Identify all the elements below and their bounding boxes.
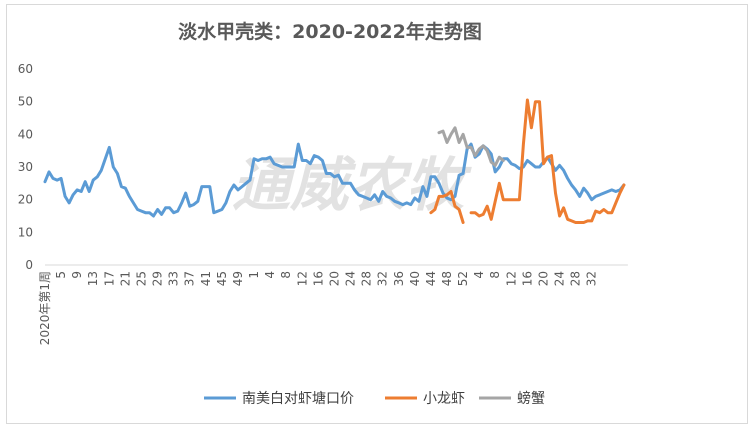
x-tick-label: 17 — [102, 271, 116, 286]
x-tick-label: 16 — [311, 271, 325, 286]
y-tick-label: 0 — [25, 258, 33, 272]
series-line-1 — [43, 142, 626, 218]
y-tick-label: 60 — [18, 62, 33, 76]
x-tick-label: 2020年第1周 — [38, 271, 52, 345]
legend: 南美白对虾塘口价 小龙虾 螃蟹 — [204, 390, 545, 407]
x-tick-label: 9 — [70, 271, 84, 279]
x-tick-label: 32 — [585, 271, 599, 286]
y-tick-label: 50 — [18, 95, 33, 109]
series-line-3 — [437, 126, 505, 167]
x-axis: 2020年第1周 5 9 13 17 21 25 29 33 37 41 45 49 1 4 8 12 16 20 2… — [38, 264, 628, 345]
x-tick-label: 36 — [392, 271, 406, 286]
x-tick-label: 20 — [327, 271, 341, 286]
x-tick-label: 1 — [247, 271, 261, 279]
x-tick-label: 41 — [199, 271, 213, 286]
x-tick-label: 13 — [86, 271, 100, 286]
y-tick-label: 10 — [18, 225, 33, 239]
x-tick-label: 45 — [215, 271, 229, 286]
x-tick-label: 40 — [408, 271, 422, 286]
legend-label: 螃蟹 — [517, 390, 545, 407]
chart-title: 淡水甲壳类：2020-2022年走势图 — [178, 20, 482, 43]
x-tick-label: 20 — [536, 271, 550, 286]
x-tick-label: 25 — [134, 271, 148, 286]
y-axis-ticks: 0 10 20 30 40 50 60 — [18, 62, 33, 272]
x-tick-label: 5 — [54, 271, 68, 279]
chart-frame — [6, 4, 748, 424]
x-tick-label: 44 — [424, 271, 438, 286]
y-tick-label: 30 — [18, 160, 33, 174]
x-tick-label: 33 — [167, 271, 181, 286]
y-tick-label: 20 — [18, 193, 33, 207]
legend-label: 小龙虾 — [423, 391, 465, 407]
x-tick-label: 52 — [456, 271, 470, 286]
y-tick-label: 40 — [18, 127, 33, 141]
x-tick-label: 8 — [279, 271, 293, 279]
x-tick-label: 16 — [520, 271, 534, 286]
legend-label: 南美白对虾塘口价 — [242, 391, 354, 407]
x-tick-label: 12 — [295, 271, 309, 286]
x-tick-label: 48 — [440, 271, 454, 286]
x-tick-label: 4 — [472, 271, 486, 279]
plot-area — [43, 98, 626, 224]
x-tick-label: 12 — [504, 271, 518, 286]
x-tick-label: 8 — [488, 271, 502, 279]
x-tick-label: 29 — [151, 271, 165, 286]
x-tick-label: 24 — [553, 271, 567, 286]
x-tick-label: 24 — [344, 271, 358, 286]
x-tick-label: 28 — [569, 271, 583, 286]
x-tick-label: 28 — [360, 271, 374, 286]
x-tick-label: 49 — [231, 271, 245, 286]
x-tick-label: 32 — [376, 271, 390, 286]
x-tick-label: 4 — [263, 271, 277, 279]
series-line-2 — [429, 190, 465, 224]
x-tick-label: 37 — [183, 271, 197, 286]
x-tick-label: 21 — [118, 271, 132, 286]
series-line-2 — [469, 98, 626, 224]
